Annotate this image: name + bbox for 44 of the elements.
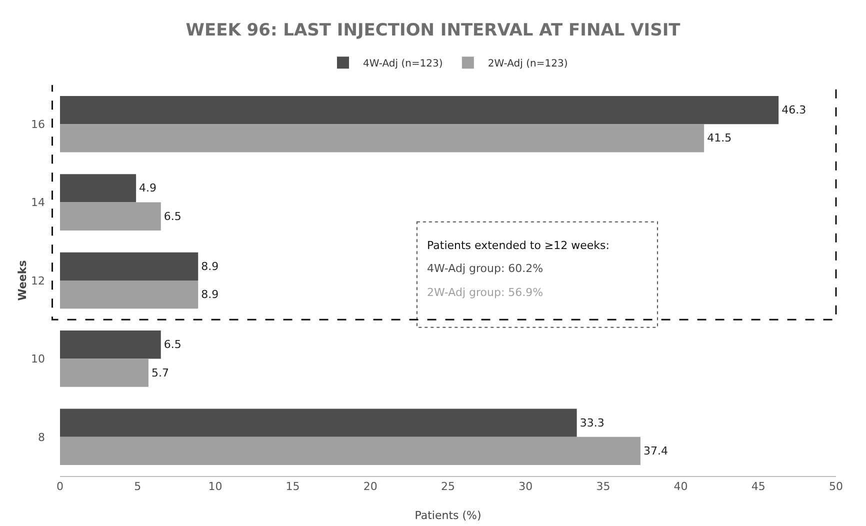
- x-tick-label: 10: [208, 480, 222, 494]
- data-label: 37.4: [643, 444, 668, 458]
- x-tick-label: 0: [56, 480, 64, 494]
- data-label: 46.3: [782, 104, 806, 117]
- bar: [60, 96, 779, 124]
- bar: [60, 174, 136, 202]
- data-label: 5.7: [151, 366, 169, 380]
- bar: [60, 124, 704, 152]
- y-tick-label: 12: [31, 274, 45, 288]
- x-tick-label: 20: [363, 480, 378, 494]
- chart-title: WEEK 96: LAST INJECTION INTERVAL AT FINAL VISIT: [186, 20, 681, 41]
- bar: [60, 358, 148, 387]
- data-label: 41.5: [707, 132, 732, 145]
- data-label: 8.9: [201, 288, 219, 302]
- x-tick-label: 35: [596, 480, 610, 494]
- annotation: 4W-Adj group: 60.2%: [427, 262, 544, 275]
- bar: [60, 280, 198, 309]
- data-label: 6.5: [164, 338, 182, 352]
- bar: [60, 408, 577, 437]
- bar: [60, 252, 198, 280]
- bar: [60, 330, 161, 359]
- y-tick-label: 14: [31, 196, 45, 210]
- bar: [60, 436, 640, 466]
- x-tick-label: 25: [441, 480, 455, 494]
- y-tick-label: 16: [31, 118, 45, 131]
- bar: [60, 202, 161, 230]
- legend-label: 2W-Adj (n=123): [488, 58, 568, 70]
- annotation: Patients extended to ≥12 weeks:: [427, 239, 610, 252]
- x-tick-label: 45: [751, 480, 766, 494]
- data-label: 4.9: [139, 182, 157, 195]
- x-tick-label: 15: [286, 480, 300, 494]
- y-tick-label: 10: [31, 352, 45, 366]
- data-label: 8.9: [201, 260, 219, 273]
- x-tick-label: 50: [829, 480, 843, 494]
- y-axis-title: Weeks: [16, 260, 29, 301]
- data-label: 6.5: [164, 210, 182, 223]
- x-axis-title: Patients (%): [414, 509, 482, 522]
- y-tick-label: 8: [38, 430, 45, 444]
- data-label: 33.3: [580, 416, 604, 430]
- x-tick-label: 40: [674, 480, 688, 494]
- x-tick-label: 5: [134, 480, 142, 494]
- annotation: 2W-Adj group: 56.9%: [427, 286, 544, 299]
- legend-label: 4W-Adj (n=123): [363, 58, 443, 70]
- x-tick-label: 30: [518, 480, 533, 494]
